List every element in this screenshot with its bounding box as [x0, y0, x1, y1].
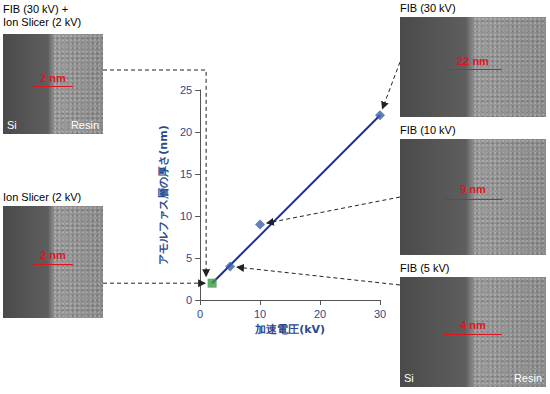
html-text:FIB (30 kV): FIB (30 kV): [400, 2, 456, 14]
html-text:FIB (5 kV): FIB (5 kV): [400, 262, 450, 274]
html-text:2 nm: 2 nm: [40, 248, 66, 261]
svg-text:20: 20: [180, 126, 192, 138]
html-text:9 nm: 9 nm: [460, 183, 486, 196]
html-text:Ion Slicer (2 kV): Ion Slicer (2 kV): [3, 191, 82, 203]
html-text:Resin: Resin: [70, 119, 99, 131]
svg-text:5: 5: [186, 252, 192, 264]
svg-text:10: 10: [180, 210, 192, 222]
html-text:2 nm: 2 nm: [40, 72, 66, 84]
svg-text:アモルファス層の厚さ(nm): アモルファス層の厚さ(nm): [157, 125, 170, 264]
svg-text:0: 0: [186, 294, 192, 306]
html-text:Si: Si: [7, 119, 17, 131]
svg-text:25: 25: [180, 84, 192, 96]
svg-text:10: 10: [254, 308, 266, 320]
html-text:Si: Si: [404, 372, 414, 384]
html-text:22 nm: 22 nm: [457, 55, 489, 67]
html-text:FIB (30 kV) +: FIB (30 kV) +: [3, 3, 69, 15]
html-text:4 nm: 4 nm: [460, 318, 486, 331]
html-text:Ion Slicer (2 kV): Ion Slicer (2 kV): [3, 16, 82, 28]
svg-text:20: 20: [314, 308, 326, 320]
svg-text:15: 15: [180, 168, 192, 180]
svg-text:30: 30: [374, 308, 386, 320]
html-text:FIB (10 kV): FIB (10 kV): [400, 124, 456, 136]
svg-text:0: 0: [197, 308, 203, 320]
html-text:Resin: Resin: [513, 372, 542, 384]
svg-text:加速電圧(kV): 加速電圧(kV): [254, 323, 325, 336]
